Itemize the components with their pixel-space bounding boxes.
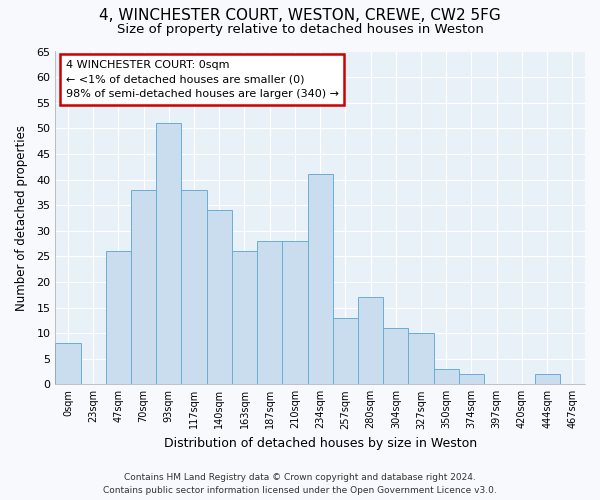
Bar — [131, 190, 156, 384]
X-axis label: Distribution of detached houses by size in Weston: Distribution of detached houses by size … — [164, 437, 477, 450]
Bar — [459, 374, 484, 384]
Bar — [383, 328, 409, 384]
Bar — [106, 251, 131, 384]
Bar — [358, 298, 383, 384]
Text: Size of property relative to detached houses in Weston: Size of property relative to detached ho… — [116, 22, 484, 36]
Text: 4 WINCHESTER COURT: 0sqm
← <1% of detached houses are smaller (0)
98% of semi-de: 4 WINCHESTER COURT: 0sqm ← <1% of detach… — [66, 60, 339, 100]
Bar — [409, 333, 434, 384]
Bar — [308, 174, 333, 384]
Bar — [55, 344, 80, 384]
Bar — [156, 123, 181, 384]
Bar — [535, 374, 560, 384]
Y-axis label: Number of detached properties: Number of detached properties — [15, 125, 28, 311]
Bar — [283, 241, 308, 384]
Text: 4, WINCHESTER COURT, WESTON, CREWE, CW2 5FG: 4, WINCHESTER COURT, WESTON, CREWE, CW2 … — [99, 8, 501, 22]
Bar — [333, 318, 358, 384]
Bar — [232, 251, 257, 384]
Bar — [434, 369, 459, 384]
Bar — [257, 241, 283, 384]
Text: Contains HM Land Registry data © Crown copyright and database right 2024.
Contai: Contains HM Land Registry data © Crown c… — [103, 474, 497, 495]
Bar — [206, 210, 232, 384]
Bar — [181, 190, 206, 384]
